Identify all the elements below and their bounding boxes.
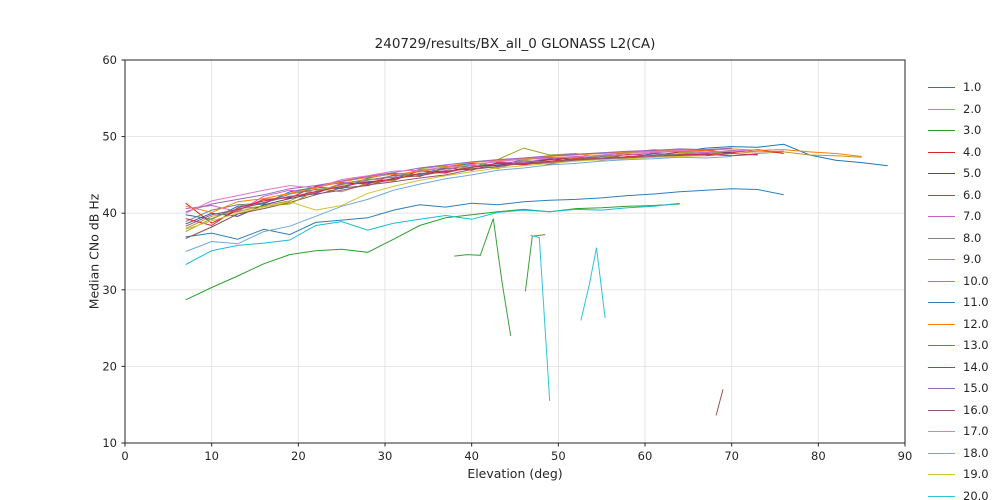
legend-label: 14.0	[963, 359, 989, 374]
legend-item-20.0: 20.0	[928, 486, 1000, 500]
legend-swatch	[928, 474, 955, 476]
y-tick-label: 50	[102, 130, 117, 144]
legend-swatch	[928, 237, 955, 239]
series-line-1.0	[185, 143, 888, 220]
series-line-20.0	[530, 234, 606, 401]
legend-swatch	[928, 409, 955, 411]
legend-swatch	[928, 452, 955, 454]
chart-title: 240729/results/BX_all_0 GLONASS L2(CA)	[374, 36, 656, 52]
series-line-18.0	[185, 156, 732, 252]
legend-swatch	[928, 130, 955, 132]
x-tick-label: 90	[898, 449, 913, 463]
legend-item-16.0: 16.0	[928, 400, 1000, 422]
x-tick-label: 40	[464, 449, 479, 463]
series-line-16.0	[185, 154, 706, 227]
legend-swatch	[928, 495, 955, 497]
legend-label: 9.0	[963, 252, 982, 266]
legend-item-19.0: 19.0	[928, 464, 1000, 486]
x-tick-label: 30	[378, 449, 393, 463]
legend-item-17.0: 17.0	[928, 421, 1000, 443]
legend-swatch	[928, 108, 955, 110]
legend-swatch	[928, 280, 955, 282]
legend-swatch	[928, 151, 955, 153]
legend-label: 5.0	[963, 166, 982, 180]
legend-label: 15.0	[963, 381, 989, 395]
legend-swatch	[928, 173, 955, 175]
legend-label: 19.0	[963, 467, 989, 481]
series-line-15.0	[185, 147, 732, 213]
series-line-11.0	[185, 188, 784, 240]
legend-swatch	[928, 87, 955, 89]
x-axis-label: Elevation (deg)	[467, 466, 563, 481]
y-tick-label: 10	[102, 436, 117, 450]
legend-label: 8.0	[963, 230, 982, 245]
legend-swatch	[928, 259, 955, 261]
legend-label: 1.0	[963, 80, 982, 94]
legend-label: 6.0	[963, 187, 982, 202]
legend-item-8.0: 8.0	[928, 228, 1000, 250]
x-tick-label: 20	[291, 449, 306, 463]
y-tick-label: 40	[102, 206, 117, 220]
legend-item-9.0: 9.0	[928, 249, 1000, 271]
series-line-10.0	[185, 202, 680, 265]
y-tick-label: 30	[102, 283, 117, 297]
legend-swatch	[928, 194, 955, 196]
legend-label: 7.0	[963, 209, 982, 223]
legend-item-18.0: 18.0	[928, 443, 1000, 465]
legend-item-12.0: 12.0	[928, 314, 1000, 336]
legend-label: 11.0	[963, 295, 989, 309]
series-line-8.0	[185, 153, 706, 223]
legend-label: 20.0	[963, 488, 989, 500]
x-tick-label: 80	[811, 449, 826, 463]
y-tick-label: 20	[102, 359, 117, 373]
legend-label: 2.0	[963, 101, 982, 116]
x-tick-label: 50	[551, 449, 566, 463]
legend-label: 16.0	[963, 402, 989, 417]
legend-item-14.0: 14.0	[928, 357, 1000, 379]
legend-item-6.0: 6.0	[928, 185, 1000, 207]
legend-item-10.0: 10.0	[928, 271, 1000, 293]
x-tick-label: 70	[724, 449, 739, 463]
x-tick-label: 0	[121, 449, 128, 463]
legend-label: 3.0	[963, 123, 982, 137]
legend-item-5.0: 5.0	[928, 163, 1000, 185]
legend-item-11.0: 11.0	[928, 292, 1000, 314]
legend-swatch	[928, 345, 955, 347]
legend-label: 4.0	[963, 144, 982, 159]
legend-item-4.0: 4.0	[928, 142, 1000, 164]
legend-item-3.0: 3.0	[928, 120, 1000, 142]
legend-label: 12.0	[963, 316, 989, 331]
series-line-21.0	[715, 389, 724, 416]
plot-frame	[124, 59, 906, 444]
legend-label: 17.0	[963, 424, 989, 438]
legend-swatch	[928, 366, 955, 368]
legend-item-2.0: 2.0	[928, 99, 1000, 121]
legend-label: 13.0	[963, 338, 989, 352]
series-line-17.0	[185, 149, 758, 214]
y-tick-label: 60	[102, 53, 117, 67]
legend-swatch	[928, 302, 955, 304]
x-tick-label: 10	[204, 449, 219, 463]
legend-label: 18.0	[963, 445, 989, 460]
legend-swatch	[928, 431, 955, 433]
series-line-19.0	[185, 155, 706, 230]
legend-swatch	[928, 216, 955, 218]
legend-label: 10.0	[963, 273, 989, 288]
legend-item-7.0: 7.0	[928, 206, 1000, 228]
legend-item-15.0: 15.0	[928, 378, 1000, 400]
x-tick-label: 60	[638, 449, 653, 463]
legend-item-13.0: 13.0	[928, 335, 1000, 357]
legend-swatch	[928, 388, 955, 390]
legend: 1.0 2.0 3.0 4.0 5.0 6.0 7.0 8.0 9.0 10.0 11.0 12.0 1…	[928, 77, 1000, 500]
legend-swatch	[928, 323, 955, 325]
series-line-3.0	[185, 203, 680, 301]
legend-item-1.0: 1.0	[928, 77, 1000, 99]
